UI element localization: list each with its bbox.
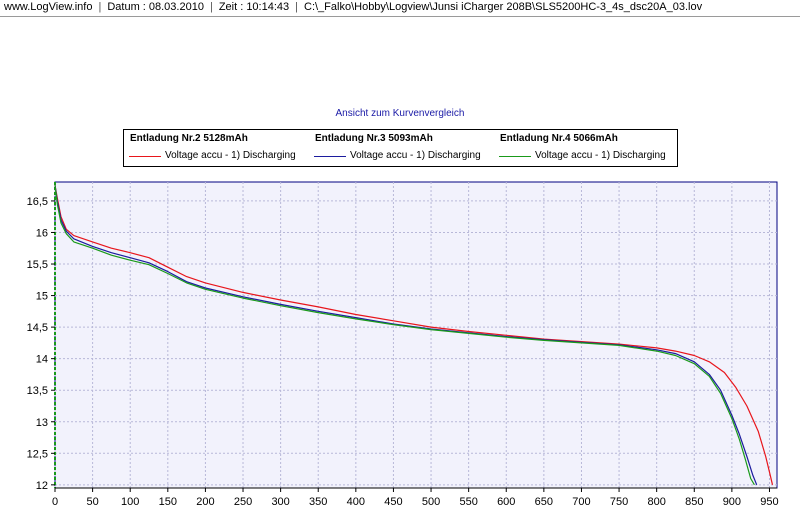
legend: Entladung Nr.2 5128mAh Voltage accu - 1)… (123, 129, 678, 167)
x-tick-label: 150 (159, 496, 177, 508)
y-tick-label: 14,5 (27, 322, 48, 334)
separator: | (209, 1, 213, 13)
series-line-2 (54, 185, 774, 485)
y-tick-label: 12 (36, 480, 48, 492)
x-tick-label: 250 (234, 496, 252, 508)
y-tick-label: 13,5 (27, 385, 48, 397)
x-tick-label: 200 (196, 496, 214, 508)
site-label: www.LogView.info (4, 1, 93, 13)
x-tick-label: 500 (422, 496, 440, 508)
y-tick-label: 15,5 (27, 259, 48, 271)
time-label: Zeit : 10:14:43 (218, 1, 290, 13)
legend-line-swatch (314, 156, 346, 157)
x-tick-label: 300 (271, 496, 289, 508)
legend-series-label: Voltage accu - 1) Discharging (350, 150, 481, 161)
x-tick-label: 650 (535, 496, 553, 508)
legend-series-label: Voltage accu - 1) Discharging (535, 150, 666, 161)
y-tick-label: 12,5 (27, 448, 48, 460)
x-tick-label: 350 (309, 496, 327, 508)
y-tick-label: 13 (36, 417, 48, 429)
x-tick-label: 100 (121, 496, 139, 508)
y-tick-label: 16 (36, 227, 48, 239)
file-path-label: C:\_Falko\Hobby\Logview\Junsi iCharger 2… (304, 1, 703, 13)
x-tick-label: 550 (459, 496, 477, 508)
separator: | (295, 1, 298, 13)
legend-line-swatch (499, 156, 531, 157)
x-tick-label: 750 (610, 496, 628, 508)
y-tick-label: 14 (36, 354, 48, 366)
x-tick-label: 700 (572, 496, 590, 508)
series-line-4 (54, 185, 755, 486)
y-tick-label: 16,5 (27, 196, 48, 208)
x-tick-label: 0 (52, 496, 58, 508)
legend-series-label: Voltage accu - 1) Discharging (165, 150, 296, 161)
date-label: Datum : 08.03.2010 (107, 1, 204, 13)
x-tick-label: 900 (723, 496, 741, 508)
legend-series-title: Entladung Nr.2 5128mAh (130, 133, 248, 144)
chart-title: Ansicht zum Kurvenvergleich (335, 108, 465, 119)
y-tick-label: 15 (36, 291, 48, 303)
legend-series-title: Entladung Nr.3 5093mAh (315, 133, 433, 144)
plot-area (54, 181, 778, 489)
title-bar: www.LogView.info | Datum : 08.03.2010 | Zeit… (0, 0, 800, 17)
x-tick-label: 850 (685, 496, 703, 508)
x-tick-label: 50 (86, 496, 98, 508)
x-tick-label: 950 (760, 496, 778, 508)
x-tick-label: 800 (647, 496, 665, 508)
x-tick-label: 600 (497, 496, 515, 508)
x-tick-label: 400 (347, 496, 365, 508)
separator: | (98, 1, 102, 13)
legend-line-swatch (129, 156, 161, 157)
legend-series-title: Entladung Nr.4 5066mAh (500, 133, 618, 144)
x-tick-label: 450 (384, 496, 402, 508)
